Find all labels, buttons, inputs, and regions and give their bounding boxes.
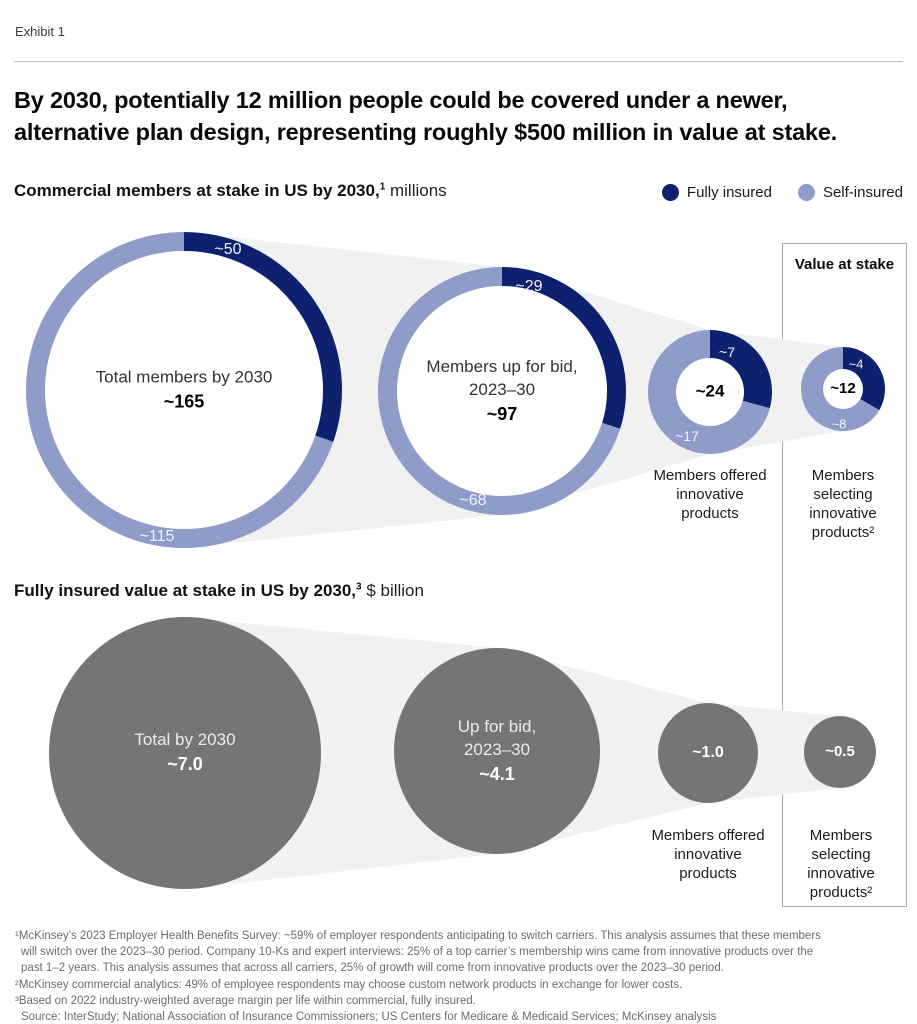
bubble-total-by-2030: Total by 2030 ~7.0 [49,617,321,889]
title-line-1: By 2030, potentially 12 million people c… [14,87,788,113]
bubble-label: 2023–30 [463,739,531,759]
bubble-label: Up for bid, [457,716,537,736]
legend: Fully insured Self-insured [661,184,903,201]
donut-center-value: ~165 [163,391,205,412]
segment-label-fully: ~7 [719,344,735,360]
segment-label-self: ~17 [675,428,699,444]
legend-label-fully-insured: Fully insured [686,184,772,201]
bubble-value: ~0.5 [825,742,855,760]
segment-label-self: ~68 [459,492,487,509]
value-at-stake-box: Value at stake [782,243,907,907]
bubble-up-for-bid: Up for bid, 2023–30 ~4.1 [394,648,600,854]
bubble-label: Total by 2030 [134,730,236,750]
page-title: By 2030, potentially 12 million people c… [14,84,904,148]
donut-center-selecting: ~12 [830,379,855,399]
value-at-stake-title: Value at stake [794,256,895,273]
segment-label-self: ~8 [831,416,847,432]
donut-center-label: Members up for bid, [426,356,578,376]
donut-selecting-products [801,347,885,431]
header-divider [14,61,903,62]
footnote-3: ³Based on 2022 industry-weighted average… [15,994,476,1007]
segment-label-self: ~115 [139,528,175,545]
donut-total-members [26,232,342,548]
section1-heading: Commercial members at stake in US by 203… [14,181,447,201]
section2-heading-unit: $ billion [361,581,424,600]
donut-center-offered: ~24 [696,381,725,404]
donut-center-label: 2023–30 [468,379,536,399]
footnote-1-line-3: past 1–2 years. This analysis assumes th… [21,962,724,975]
donut-center-up-for-bid: Members up for bid, 2023–30 ~97 [426,356,577,426]
donut-center-total-members: Total members by 2030 ~165 [96,366,273,413]
bubble-value: ~1.0 [692,744,724,762]
exhibit-label: Exhibit 1 [15,24,65,39]
bubble-offered-products: ~1.0 [658,703,758,803]
self-insured-swatch-icon [797,184,815,201]
legend-item-self-insured: Self-insured [797,184,903,201]
source-line: Source: InterStudy; National Association… [21,1011,717,1024]
donut-offered-products [648,330,772,454]
title-line-2: alternative plan design, representing ro… [14,119,838,145]
footnote-1-line-1: ¹McKinsey’s 2023 Employer Health Benefit… [15,930,821,942]
bubble-selecting-label: Members selecting innovative products² [807,827,875,902]
bubble-selecting-products: ~0.5 [804,716,876,788]
section2-heading-footnote-ref: 3 [356,581,362,593]
donut-up-for-bid [378,267,626,515]
donut-offered-label: Members offered innovative products [653,467,767,523]
donut-center-value: ~24 [695,381,725,401]
donut-center-label: Total members by 2030 [95,367,273,387]
section1-heading-footnote-ref: 1 [379,181,386,193]
footnote-2: ²McKinsey commercial analytics: 49% of e… [15,978,683,991]
donut-center-value: ~12 [830,379,856,397]
segment-label-fully: ~50 [214,241,242,258]
section1-heading-bold: Commercial members at stake in US by 203… [14,181,380,200]
bubble-value: ~4.1 [479,763,515,784]
legend-label-self-insured: Self-insured [822,184,903,201]
footnote-1-line-2: will switch over the 2023–30 period. Com… [21,946,814,959]
section2-heading-bold: Fully insured value at stake in US by 20… [14,581,357,600]
segment-label-fully: ~29 [515,278,543,295]
legend-item-fully-insured: Fully insured [661,184,772,201]
fully-insured-swatch-icon [661,184,679,201]
section2-heading: Fully insured value at stake in US by 20… [14,581,424,601]
bubble-offered-label: Members offered innovative products [651,827,765,883]
bubble-value: ~7.0 [167,754,203,775]
footnotes: ¹McKinsey’s 2023 Employer Health Benefit… [15,928,910,1024]
donut-selecting-label: Members selecting innovative products² [809,467,877,542]
donut-center-value: ~97 [486,403,518,424]
section1-heading-unit: millions [385,181,447,200]
segment-label-fully: ~4 [848,356,864,372]
